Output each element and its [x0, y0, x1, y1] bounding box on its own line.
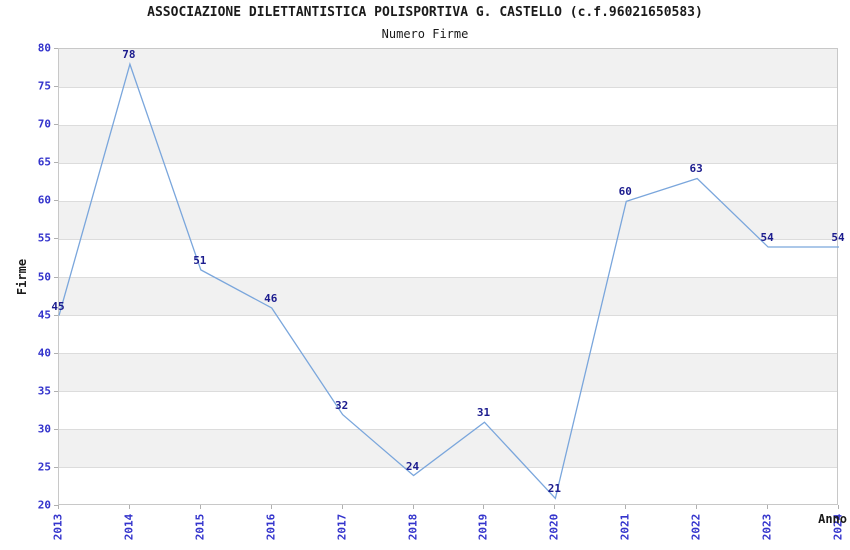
chart-title: ASSOCIAZIONE DILETTANTISTICA POLISPORTIV… [147, 5, 703, 20]
xtick-2022: 2022 [689, 513, 703, 541]
point-label-2024: 54 [831, 231, 845, 245]
xtick-2015: 2015 [193, 513, 207, 541]
xtickmark-2020 [554, 505, 556, 509]
xtick-2020: 2020 [547, 513, 561, 541]
line-path [58, 62, 839, 500]
xtickmark-2023 [767, 505, 769, 509]
xtick-2013: 2013 [51, 513, 65, 541]
plot-area [58, 48, 839, 505]
ytickmark-50 [54, 276, 58, 278]
xtick-2014: 2014 [122, 513, 136, 541]
point-label-2016: 46 [264, 291, 278, 305]
xtickmark-2022 [696, 505, 698, 509]
point-label-2014: 78 [122, 48, 136, 62]
ytickmark-35 [54, 390, 58, 392]
ytick-70: 70 [37, 117, 51, 131]
gridline-y-40 [59, 353, 837, 355]
gridline-y-60 [59, 200, 837, 202]
xtickmark-2013 [58, 505, 59, 509]
gridline-y-25 [59, 467, 837, 469]
point-label-2023: 54 [760, 231, 774, 245]
ytick-35: 35 [37, 384, 51, 398]
xtick-2018: 2018 [406, 513, 420, 541]
ytickmark-80 [54, 48, 58, 49]
plot-stripe [59, 353, 837, 392]
ytickmark-40 [54, 352, 58, 354]
plot-stripe [59, 125, 837, 164]
xtick-2023: 2023 [760, 513, 774, 541]
point-label-2018: 24 [405, 459, 420, 473]
point-label-2015: 51 [193, 253, 207, 267]
ytickmark-65 [54, 162, 58, 164]
plot-stripe [59, 49, 837, 88]
xtick-2021: 2021 [618, 513, 632, 541]
plot-stripe [59, 277, 837, 316]
ytick-50: 50 [37, 270, 51, 283]
xtickmark-2016 [270, 505, 272, 509]
xtickmark-2019 [483, 505, 485, 509]
ytick-40: 40 [37, 346, 51, 360]
ytickmark-55 [54, 238, 58, 240]
ytick-55: 55 [37, 231, 51, 245]
x-axis-title: Anno [818, 512, 847, 526]
ytick-65: 65 [37, 155, 51, 169]
xtickmark-2017 [341, 505, 343, 509]
ytickmark-75 [54, 86, 58, 88]
gridline-y-70 [59, 124, 837, 126]
ytick-30: 30 [37, 422, 51, 436]
gridline-y-75 [59, 86, 837, 88]
ytickmark-70 [54, 124, 58, 126]
point-label-2021: 60 [618, 185, 632, 199]
ytickmark-45 [54, 314, 58, 316]
chart-subtitle: Numero Firme [381, 27, 469, 41]
point-label-2013: 45 [51, 299, 65, 313]
gridline-y-45 [59, 315, 837, 317]
ytick-20: 20 [37, 498, 51, 512]
xtick-2016: 2016 [264, 513, 278, 541]
xtickmark-2024 [838, 505, 839, 509]
point-label-2019: 31 [476, 406, 491, 420]
ytick-60: 60 [37, 193, 51, 207]
xtickmark-2021 [625, 505, 627, 509]
ytick-45: 45 [37, 308, 51, 322]
point-label-2017: 32 [335, 398, 349, 412]
xtickmark-2018 [412, 505, 414, 509]
point-label-2022: 63 [689, 162, 703, 176]
gridline-y-65 [59, 162, 837, 164]
gridline-y-30 [59, 429, 837, 431]
ytick-25: 25 [37, 460, 51, 474]
gridline-y-55 [59, 238, 837, 240]
gridline-y-50 [59, 277, 837, 278]
point-label-2020: 21 [547, 482, 561, 496]
ytickmark-25 [54, 466, 58, 468]
xtick-2017: 2017 [335, 513, 349, 541]
xtickmark-2015 [199, 505, 201, 509]
ytickmark-20 [54, 505, 58, 506]
ytickmark-30 [54, 428, 58, 430]
xtickmark-2014 [128, 505, 130, 509]
gridline-y-35 [59, 391, 837, 393]
xtick-2019: 2019 [476, 513, 490, 541]
line-series [58, 62, 839, 500]
ytick-75: 75 [37, 79, 51, 93]
ytickmark-60 [54, 200, 58, 202]
ytick-80: 80 [37, 41, 51, 55]
y-axis-title: Firme [15, 258, 29, 296]
